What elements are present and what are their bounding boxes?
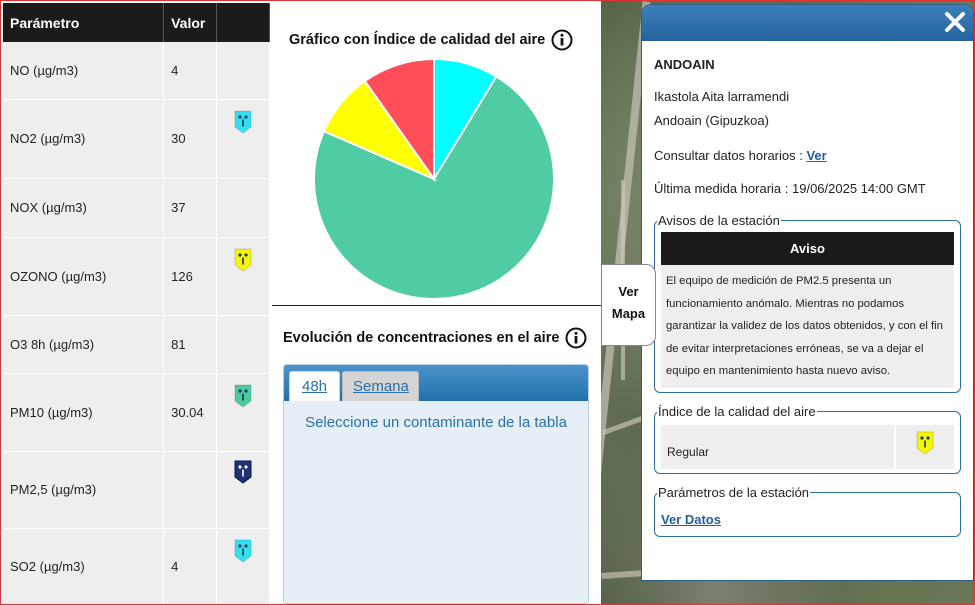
quality-icon-cell	[216, 42, 270, 100]
air-quality-index-value: Regular	[661, 425, 894, 469]
table-row[interactable]: PM2,5 (µg/m3)	[3, 451, 270, 529]
info-icon[interactable]	[565, 327, 587, 349]
air-quality-very-good-icon	[234, 110, 252, 134]
panel-divider	[272, 305, 601, 306]
quality-icon-cell	[216, 528, 270, 605]
ver-mapa-button[interactable]: Ver Mapa	[601, 264, 656, 346]
ver-mapa-line2: Mapa	[611, 306, 646, 321]
parameter-value: 126	[163, 237, 218, 316]
quality-icon-cell	[216, 373, 270, 452]
popup-body: ANDOAIN Ikastola Aita larramendi Andoain…	[642, 57, 973, 537]
parameter-value: 30.04	[163, 373, 218, 452]
aqi-pie-chart	[313, 57, 555, 300]
station-address-line2: Andoain (Gipuzkoa)	[654, 113, 769, 128]
quality-icon-cell	[216, 315, 270, 374]
air-quality-very-good-icon	[234, 539, 252, 563]
warning-header: Aviso	[661, 232, 954, 265]
parameter-value: 4	[163, 42, 218, 100]
hourly-data-label: Consultar datos horarios :	[654, 148, 807, 163]
parameter-value: 37	[163, 178, 218, 238]
parameter-table: Parámetro Valor NO (µg/m3) 4 NO2 (µg/m3) 30…	[3, 3, 270, 605]
station-popup: ANDOAIN Ikastola Aita larramendi Andoain…	[641, 4, 974, 581]
table-header-row: Parámetro Valor	[3, 3, 270, 42]
quality-icon-cell	[216, 99, 270, 179]
popup-header	[642, 5, 973, 41]
table-row[interactable]: OZONO (µg/m3) 126	[3, 237, 270, 316]
parameter-name[interactable]: NOX (µg/m3)	[3, 178, 165, 238]
pie-slice-3[interactable]	[363, 57, 435, 183]
station-warnings-group: Avisos de la estación Aviso El equipo de…	[654, 213, 961, 393]
evolution-title-text: Evolución de concentraciones en el aire	[283, 330, 560, 346]
station-parameters-group: Parámetros de la estación Ver Datos	[654, 485, 961, 537]
select-pollutant-message: Seleccione un contaminante de la tabla	[305, 414, 567, 431]
parameter-name[interactable]: NO (µg/m3)	[3, 42, 165, 100]
station-address-line1: Ikastola Aita larramendi	[654, 89, 790, 104]
parameter-value	[163, 451, 218, 529]
quality-icon-cell	[216, 237, 270, 316]
parameter-name[interactable]: PM10 (µg/m3)	[3, 373, 165, 452]
pie-title-text: Gráfico con Índice de calidad del aire	[289, 32, 546, 48]
header-parametro[interactable]: Parámetro	[3, 3, 165, 42]
parameter-name[interactable]: SO2 (µg/m3)	[3, 528, 165, 605]
hourly-data-link[interactable]: Ver	[806, 148, 827, 163]
pie-panel-title: Gráfico con Índice de calidad del aire	[289, 29, 573, 51]
quality-icon-cell	[216, 451, 270, 529]
last-measure: Última medida horaria : 19/06/2025 14:00…	[654, 181, 926, 196]
warning-text: El equipo de medición de PM2.5 presenta …	[661, 265, 954, 388]
air-quality-index-row: Regular	[661, 425, 954, 469]
station-parameters-legend: Parámetros de la estación	[658, 485, 810, 500]
evolution-tab-bar: 48h Semana	[284, 365, 588, 401]
parameter-name[interactable]: PM2,5 (µg/m3)	[3, 451, 165, 529]
parameter-name[interactable]: OZONO (µg/m3)	[3, 237, 165, 316]
view-data-link[interactable]: Ver Datos	[661, 512, 721, 527]
evolution-chart-box: 48h Semana Seleccione un contaminante de…	[283, 364, 589, 604]
pie-slice-1[interactable]	[313, 75, 555, 300]
tab-semana[interactable]: Semana	[342, 371, 419, 401]
air-quality-index-legend: Índice de la calidad del aire	[658, 404, 816, 419]
table-row[interactable]: O3 8h (µg/m3) 81	[3, 315, 270, 374]
evolution-panel-title: Evolución de concentraciones en el aire	[283, 327, 587, 349]
ver-mapa-line1: Ver	[618, 284, 639, 299]
air-quality-maintenance-icon	[234, 460, 252, 484]
charts-column: Gráfico con Índice de calidad del aire E…	[272, 3, 601, 604]
table-row[interactable]: NOX (µg/m3) 37	[3, 178, 270, 238]
parameter-value: 30	[163, 99, 218, 179]
table-row[interactable]: PM10 (µg/m3) 30.04	[3, 373, 270, 452]
parameter-name[interactable]: NO2 (µg/m3)	[3, 99, 165, 179]
header-valor[interactable]: Valor	[163, 3, 218, 42]
info-icon[interactable]	[551, 29, 573, 51]
air-quality-index-group: Índice de la calidad del aire Regular	[654, 404, 961, 474]
quality-icon-cell	[216, 178, 270, 238]
parameter-value: 4	[163, 528, 218, 605]
air-quality-good-icon	[234, 384, 252, 408]
tab-48h[interactable]: 48h	[289, 371, 340, 401]
parameter-name[interactable]: O3 8h (µg/m3)	[3, 315, 165, 374]
table-row[interactable]: NO (µg/m3) 4	[3, 42, 270, 100]
air-quality-regular-icon	[896, 425, 954, 469]
air-quality-regular-icon	[234, 248, 252, 272]
header-icon	[216, 3, 270, 42]
table-row[interactable]: NO2 (µg/m3) 30	[3, 99, 270, 179]
station-name: ANDOAIN	[654, 57, 715, 72]
close-icon[interactable]	[943, 10, 967, 34]
station-warnings-legend: Avisos de la estación	[658, 213, 780, 228]
parameter-value: 81	[163, 315, 218, 374]
hourly-data-row: Consultar datos horarios : Ver	[654, 148, 961, 163]
table-row[interactable]: SO2 (µg/m3) 4	[3, 528, 270, 605]
